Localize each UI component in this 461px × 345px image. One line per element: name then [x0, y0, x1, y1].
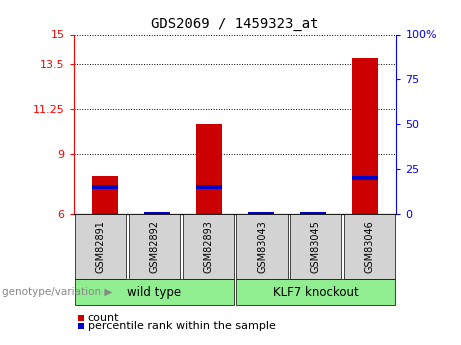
Text: GSM82891: GSM82891	[95, 220, 106, 273]
Title: GDS2069 / 1459323_at: GDS2069 / 1459323_at	[151, 17, 319, 31]
Text: count: count	[88, 313, 119, 323]
Text: GSM82892: GSM82892	[149, 220, 160, 273]
Text: KLF7 knockout: KLF7 knockout	[273, 286, 359, 299]
Bar	[92, 176, 118, 214]
Text: wild type: wild type	[127, 286, 182, 299]
Bar	[92, 185, 118, 189]
Text: GSM83043: GSM83043	[257, 220, 267, 273]
Text: GSM83045: GSM83045	[311, 220, 321, 273]
Bar	[196, 185, 222, 189]
Text: genotype/variation ▶: genotype/variation ▶	[2, 287, 112, 297]
Text: GSM82893: GSM82893	[203, 220, 213, 273]
Text: GSM83046: GSM83046	[365, 220, 375, 273]
Bar	[352, 58, 378, 214]
Bar	[352, 176, 378, 180]
Bar	[248, 212, 274, 216]
Bar	[300, 212, 326, 216]
Bar	[196, 124, 222, 214]
Bar	[144, 212, 170, 216]
Text: percentile rank within the sample: percentile rank within the sample	[88, 322, 276, 331]
